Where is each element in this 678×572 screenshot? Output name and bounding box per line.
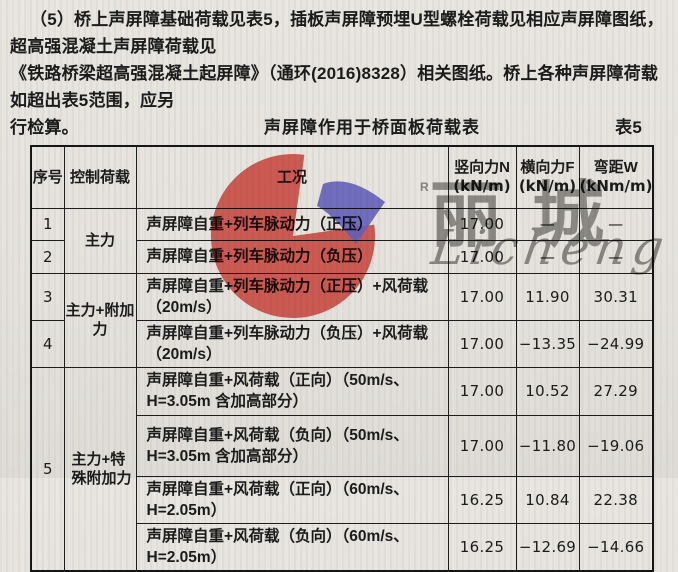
row-n: 17.00 [447,319,517,368]
row-w: 30.31 [578,272,654,321]
load-table: 序号 控制荷载 工况 竖向力N (kN/m) 横向力F (kN/m) 弯距W (… [30,145,654,572]
row-w: 27.29 [578,366,654,416]
row-n: 16.25 [447,475,517,524]
paragraph-line-2: 《铁路桥梁超高强混凝土起屏障》（通环(2016)8328）相关图纸。桥上各种声屏… [10,64,659,110]
row-f: — [515,207,580,241]
table-title: 声屏障作用于桥面板荷载表 [264,118,480,137]
row-n: 17.00 [447,366,517,416]
row-w: −14.66 [578,522,654,571]
row-condition: 声屏障自重+列车脉动力（负压）+风荷载（20m/s） [135,319,449,368]
table-row: 2 声屏障自重+列车脉动力（负压） 17.00 — — [30,239,654,274]
row-w: — [578,207,654,241]
header-bending-moment: 弯距W (kNm/m) [578,145,654,209]
row-seq: 4 [30,319,65,368]
header-control-load: 控制荷载 [63,145,137,209]
row-seq: 3 [30,272,65,321]
row-condition: 声屏障自重+风荷载（正向）（50m/s、H=3.05m 含加高部分） [135,366,449,416]
row-seq: 2 [30,239,65,274]
table-number-label: 表5 [615,118,642,137]
row-seq: 1 [30,207,65,241]
table-row: 3 主力+附加力 声屏障自重+列车脉动力（正压）+风荷载（20m/s） 17.0… [30,272,654,368]
row-w: −19.06 [578,414,654,477]
row-f: 11.90 [515,272,580,321]
header-lateral-force: 横向力F (kN/m) [515,145,580,209]
table-header-row: 序号 控制荷载 工况 竖向力N (kN/m) 横向力F (kN/m) 弯距W (… [30,145,654,209]
row-f: −13.35 [515,319,580,368]
row-n: 17.00 [447,239,517,274]
header-vertical-force: 竖向力N (kN/m) [447,145,517,209]
row-f: −12.69 [515,522,580,571]
row-n: 16.25 [447,522,517,571]
table-row: 1 主力 声屏障自重+列车脉动力（正压） 17.00 — — [30,207,654,274]
table-row: 4 声屏障自重+列车脉动力（负压）+风荷载（20m/s） 17.00 −13.3… [30,319,654,368]
group-main-plus-additional: 主力+附加力 [63,272,137,368]
row-condition: 声屏障自重+列车脉动力（正压）+风荷载（20m/s） [135,272,449,321]
row-w: — [578,239,654,274]
row-w: 22.38 [578,475,654,524]
table-row: 声屏障自重+风荷载（负向）（50m/s、H=3.05m 含加高部分） 17.00… [31,414,654,477]
row-n: 17.00 [447,414,517,477]
row-f: −11.80 [515,414,580,477]
row-n: 17.00 [447,207,517,241]
group-main-plus-special: 主力+特殊附加力 [63,366,137,571]
row-seq: 5 [30,366,65,571]
paragraph-line-1: （5）桥上声屏障基础荷载见表5，插板声屏障预埋U型螺栓荷载见相应声屏障图纸，超高… [10,10,664,56]
row-condition: 声屏障自重+列车脉动力（正压） [135,207,449,241]
row-condition: 声屏障自重+列车脉动力（负压） [135,239,449,274]
row-f: — [515,239,580,274]
group-main-force: 主力 [63,207,137,274]
row-condition: 声屏障自重+风荷载（负向）（60m/s、H=2.05m） [135,522,449,571]
row-f: 10.84 [515,475,580,524]
row-condition: 声屏障自重+风荷载（负向）（50m/s、H=3.05m 含加高部分） [135,414,449,477]
header-condition: 工况 [135,145,449,209]
row-w: −24.99 [578,319,654,368]
header-seq: 序号 [30,145,65,209]
table-row: 5 主力+特殊附加力 声屏障自重+风荷载（正向）（50m/s、H=3.05m 含… [30,366,654,571]
row-f: 10.52 [515,366,580,416]
scanned-document-page: （5）桥上声屏障基础荷载见表5，插板声屏障预埋U型螺栓荷载见相应声屏障图纸，超高… [10,6,673,572]
paragraph-line-3: 行检算。 声屏障作用于桥面板荷载表 表5 [10,114,668,141]
row-condition: 声屏障自重+风荷载（正向）（60m/s、H=2.05m） [135,475,449,524]
intro-paragraph: （5）桥上声屏障基础荷载见表5，插板声屏障预埋U型螺栓荷载见相应声屏障图纸，超高… [10,6,668,141]
row-n: 17.00 [447,272,517,321]
paragraph-line-3-text: 行检算。 [10,118,79,137]
